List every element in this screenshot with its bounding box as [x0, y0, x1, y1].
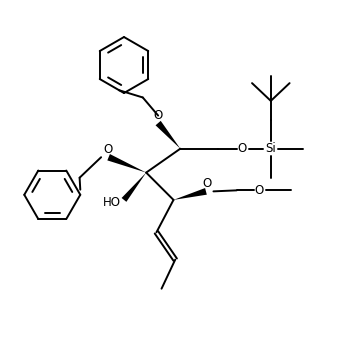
Text: O: O [237, 142, 246, 155]
Polygon shape [121, 172, 146, 202]
Text: O: O [103, 143, 112, 156]
Text: O: O [202, 177, 211, 190]
Polygon shape [174, 188, 207, 200]
Text: HO: HO [103, 196, 121, 209]
Text: Si: Si [265, 142, 276, 155]
Text: O: O [153, 109, 163, 122]
Polygon shape [155, 121, 180, 149]
Text: O: O [254, 184, 263, 197]
Polygon shape [107, 154, 146, 172]
